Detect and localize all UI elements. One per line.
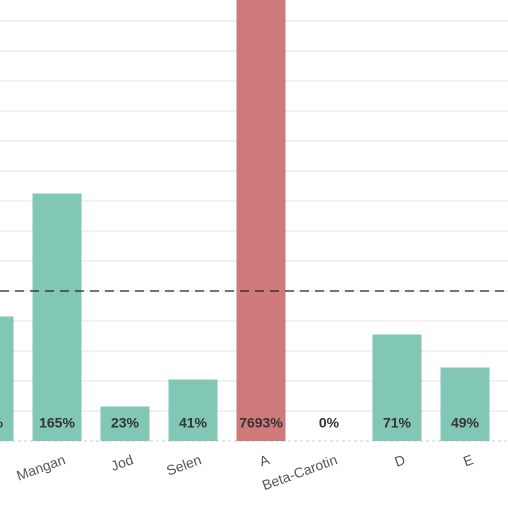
value-label: 7693% (239, 415, 283, 431)
x-tick-label: Mangan (14, 451, 67, 483)
bar (100, 406, 150, 441)
x-tick-label: Jod (109, 451, 136, 474)
x-tick-label: D (392, 451, 407, 469)
bar (372, 334, 422, 441)
value-label: 71% (383, 415, 412, 431)
x-tick-label: E (461, 451, 475, 469)
value-label: 23% (111, 415, 140, 431)
value-label: 0% (319, 415, 340, 431)
bar (32, 193, 82, 441)
value-label: 41% (179, 415, 208, 431)
bar (168, 379, 218, 441)
x-tick-label: Beta-Carotin (260, 451, 339, 493)
value-label: 49% (451, 415, 480, 431)
x-tick-label: Selen (164, 451, 203, 478)
value-label: 83% (0, 415, 4, 431)
bar (0, 316, 14, 441)
value-label: 165% (39, 415, 75, 431)
x-tick-label: A (257, 451, 272, 469)
bar (440, 367, 490, 441)
bar (236, 0, 286, 441)
